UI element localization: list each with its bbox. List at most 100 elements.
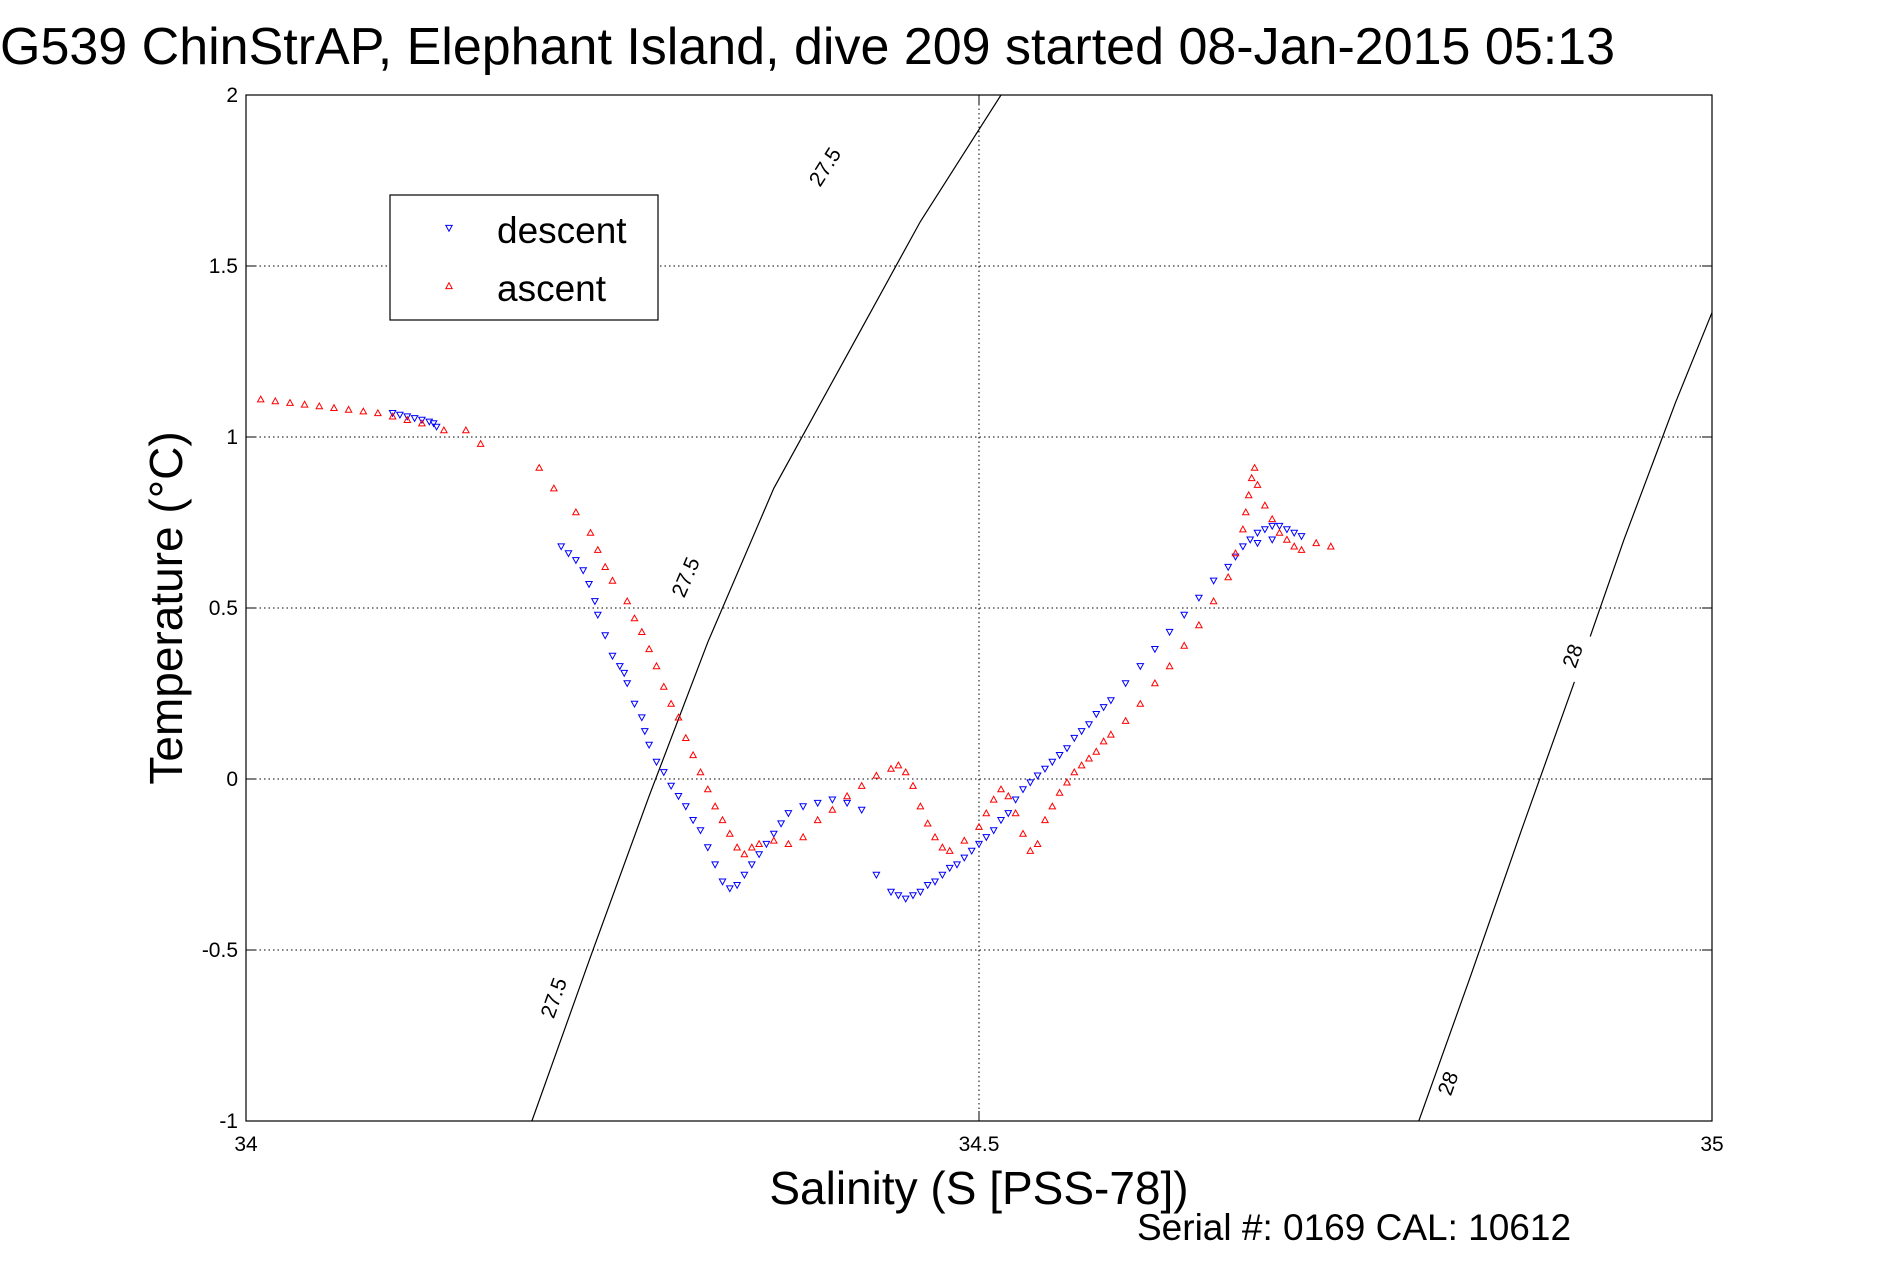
descent-point xyxy=(982,834,991,842)
ascent-point xyxy=(1326,542,1335,550)
ascent-point xyxy=(974,822,984,830)
ascent-point xyxy=(938,843,947,851)
ascent-point xyxy=(930,832,940,841)
descent-point xyxy=(593,611,602,620)
descent-point xyxy=(689,817,698,825)
descent-point xyxy=(989,827,998,835)
descent-point xyxy=(1004,810,1013,818)
ascent-point xyxy=(1077,761,1086,769)
descent-point xyxy=(1055,752,1064,760)
descent-point xyxy=(1268,522,1277,531)
descent-point xyxy=(733,882,742,890)
descent-point xyxy=(718,878,727,886)
descent-point xyxy=(1092,711,1101,719)
ascent-point xyxy=(1092,747,1101,755)
ascent-point xyxy=(689,750,698,759)
descent-point xyxy=(945,864,954,873)
descent-point xyxy=(813,799,822,808)
ascent-point xyxy=(1004,791,1013,800)
ascent-point xyxy=(417,419,426,427)
descent-point xyxy=(645,741,654,750)
descent-point xyxy=(1231,553,1240,561)
ascent-point xyxy=(828,805,837,813)
legend: descent ascent xyxy=(389,194,659,321)
y-tick-label: 1.5 xyxy=(209,255,238,278)
y-axis-label: Temperature (°C) xyxy=(140,431,192,784)
contour-line-28 xyxy=(1418,310,1712,1121)
descent-point xyxy=(623,680,632,688)
contour-label-bg xyxy=(1428,1056,1468,1111)
x-axis-label: Salinity (S [PSS-78]) xyxy=(769,1162,1188,1214)
descent-point xyxy=(637,714,646,722)
ascent-point xyxy=(894,761,903,769)
descent-point xyxy=(960,854,969,862)
ascent-point xyxy=(373,408,382,417)
descent-point xyxy=(1062,745,1072,753)
ascent-point xyxy=(996,785,1006,793)
ascent-point xyxy=(593,545,602,553)
descent-point xyxy=(857,806,866,815)
ascent-point xyxy=(344,405,353,413)
ascent-point xyxy=(571,507,580,516)
ascent-point xyxy=(696,767,705,776)
ascent-point xyxy=(1297,545,1306,553)
descent-point xyxy=(432,423,441,431)
ascent-point xyxy=(1070,767,1079,776)
legend-ascent-marker xyxy=(444,281,454,290)
ascent-point xyxy=(1165,661,1174,670)
ascent-point xyxy=(388,412,397,420)
descent-point xyxy=(1180,611,1189,620)
descent-point xyxy=(659,769,668,777)
descent-point xyxy=(923,882,932,890)
ascent-point xyxy=(989,795,998,803)
ascent-point xyxy=(711,802,720,810)
descent-point xyxy=(872,871,881,880)
contour-label: 27.5 xyxy=(668,554,705,601)
ascent-point xyxy=(1224,572,1233,581)
descent-point xyxy=(996,817,1006,825)
descent-point xyxy=(681,803,690,811)
contour-label-bg xyxy=(1553,629,1592,683)
descent-point xyxy=(908,892,918,900)
descent-point xyxy=(1268,536,1277,544)
descent-point xyxy=(1209,577,1218,585)
descent-point xyxy=(1077,728,1086,736)
ascent-point xyxy=(1282,535,1291,543)
ascent-point xyxy=(659,682,668,690)
descent-point xyxy=(674,793,683,801)
ascent-point xyxy=(403,415,412,423)
legend-box xyxy=(389,194,659,321)
ascent-point xyxy=(1180,641,1189,649)
ascent-point xyxy=(747,843,756,851)
ascent-point xyxy=(923,819,932,827)
descent-point xyxy=(725,885,734,893)
descent-point xyxy=(601,632,610,640)
descent-point xyxy=(901,895,910,903)
ascent-point xyxy=(1011,808,1020,817)
contour-label: 27.5 xyxy=(537,975,572,1021)
ascent-point xyxy=(535,463,544,471)
descent-point xyxy=(417,416,426,425)
data-points xyxy=(256,395,1335,903)
descent-point xyxy=(1246,536,1255,544)
contour-label-bg xyxy=(665,550,707,605)
ascent-point xyxy=(1241,507,1250,516)
descent-point xyxy=(799,803,808,811)
legend-descent-marker xyxy=(444,224,454,233)
ascent-point xyxy=(886,764,896,772)
ascent-point xyxy=(843,791,852,800)
legend-marker-ascent xyxy=(444,281,454,290)
descent-point xyxy=(843,799,852,808)
ascent-point xyxy=(1040,815,1050,824)
descent-point xyxy=(579,567,588,575)
ascent-point xyxy=(586,528,595,536)
ascent-point xyxy=(769,836,778,844)
contour-label-bg xyxy=(802,140,849,194)
descent-point xyxy=(640,728,649,736)
ascent-point xyxy=(601,562,610,570)
descent-point xyxy=(1260,526,1269,534)
descent-point xyxy=(1121,680,1130,688)
ascent-point xyxy=(857,781,866,789)
descent-point xyxy=(1106,697,1115,705)
